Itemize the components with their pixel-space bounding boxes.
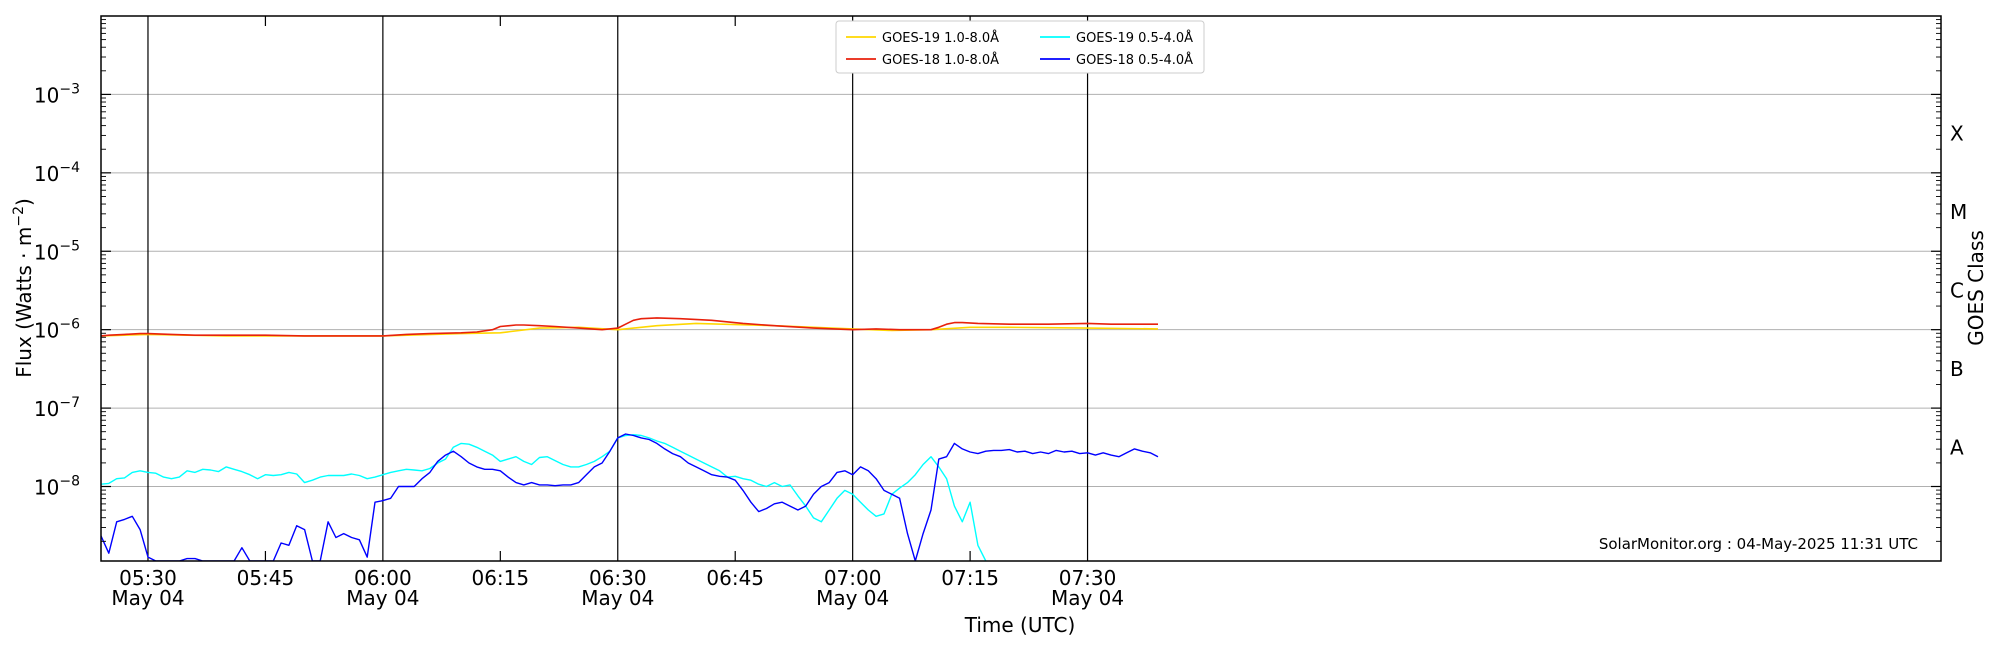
x-tick-label: 06:15 — [471, 566, 529, 590]
x-tick-label: 07:15 — [941, 566, 999, 590]
y-tick-label: 10−5 — [34, 238, 80, 264]
series-lines — [101, 317, 1159, 561]
y-tick-label-exponent: −7 — [59, 395, 80, 411]
goes-class-label: B — [1950, 357, 1964, 381]
y-tick-label: 10−8 — [34, 474, 80, 500]
y-axis-title: Flux (Watts · m−2) — [11, 198, 36, 378]
axis-ticks — [101, 16, 1941, 561]
series-line-3 — [101, 434, 987, 561]
legend-label: GOES-18 0.5-4.0Å — [1076, 52, 1193, 68]
y-tick-label-base: 10 — [34, 83, 59, 107]
y-tick-label: 10−3 — [34, 81, 80, 107]
goes-class-label: C — [1950, 278, 1964, 302]
x-tick-date-label: May 04 — [346, 586, 419, 610]
x-tick-date-label: May 04 — [111, 586, 184, 610]
y-axis-title-exponent: −2 — [11, 206, 27, 227]
goes-class-label: M — [1950, 200, 1967, 224]
y-tick-label-base: 10 — [34, 240, 59, 264]
legend-label: GOES-19 0.5-4.0Å — [1076, 30, 1193, 46]
y-tick-label-base: 10 — [34, 319, 59, 343]
x-tick-label: 05:30 — [119, 566, 177, 590]
x-axis-title: Time (UTC) — [964, 613, 1076, 637]
x-tick-label: 07:30 — [1059, 566, 1117, 590]
x-tick-date-label: May 04 — [816, 586, 889, 610]
legend: GOES-19 1.0-8.0Å GOES-18 1.0-8.0Å GOES-19 … — [835, 20, 1205, 74]
y-tick-label-base: 10 — [34, 162, 59, 186]
legend-label: GOES-19 1.0-8.0Å — [882, 30, 999, 46]
y2-axis-title: GOES Class — [1964, 230, 1988, 346]
y-tick-label-exponent: −8 — [59, 474, 80, 490]
y-tick-label-base: 10 — [34, 397, 59, 421]
y-tick-label-exponent: −3 — [59, 81, 80, 97]
x-tick-date-label: May 04 — [1051, 586, 1124, 610]
grid-lines — [101, 16, 1941, 561]
x-tick-date-label: May 04 — [581, 586, 654, 610]
x-tick-label: 06:00 — [354, 566, 412, 590]
y-tick-label-exponent: −4 — [59, 160, 80, 176]
x-tick-label: 07:00 — [824, 566, 882, 590]
goes-class-label: X — [1950, 122, 1964, 146]
legend-label: GOES-18 1.0-8.0Å — [882, 52, 999, 68]
plot-frame — [100, 15, 1942, 562]
x-tick-label: 05:45 — [237, 566, 295, 590]
x-tick-label: 06:30 — [589, 566, 647, 590]
goes-class-label: A — [1950, 435, 1964, 459]
legend-box — [835, 20, 1205, 74]
x-tick-label: 06:45 — [706, 566, 764, 590]
credit-text: SolarMonitor.org : 04-May-2025 11:31 UTC — [1599, 535, 1918, 553]
series-line-4 — [101, 433, 1159, 561]
y-tick-label: 10−4 — [34, 160, 80, 186]
series-line-2 — [101, 317, 1158, 337]
y-tick-label-exponent: −5 — [59, 238, 80, 254]
y-tick-label-exponent: −6 — [59, 317, 80, 333]
y-tick-label: 10−7 — [34, 395, 80, 421]
y-tick-label-base: 10 — [34, 476, 59, 500]
y-tick-label: 10−6 — [34, 317, 80, 343]
